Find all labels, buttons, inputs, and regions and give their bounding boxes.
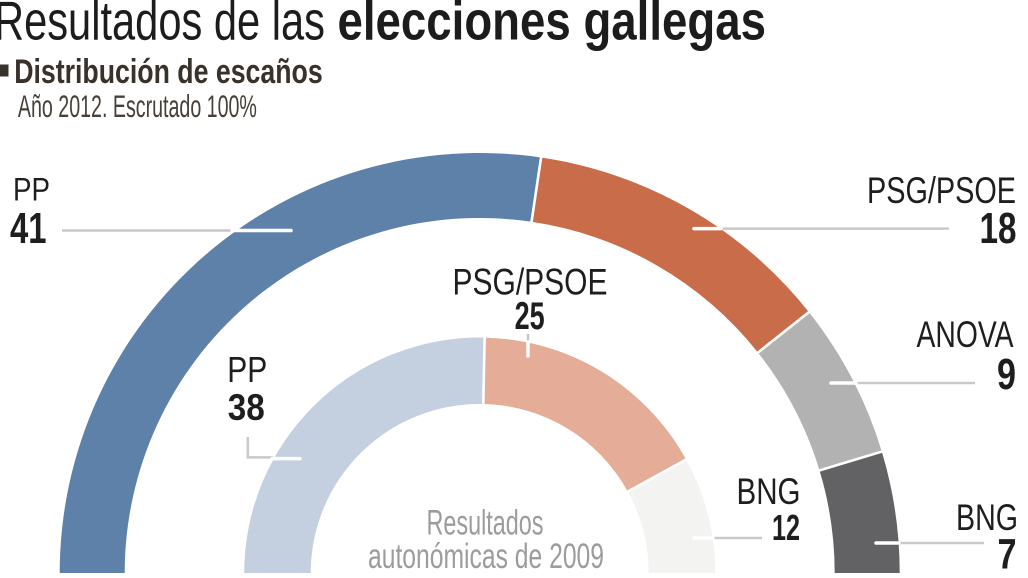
svg-text:18: 18 <box>980 204 1017 253</box>
svg-text:PSG/PSOE: PSG/PSOE <box>867 170 1016 211</box>
svg-text:elecciones gallegas: elecciones gallegas <box>338 0 767 52</box>
svg-text:Resultados de las: Resultados de las <box>0 0 325 52</box>
svg-text:12: 12 <box>772 507 800 548</box>
svg-text:PP: PP <box>227 349 267 390</box>
svg-text:autonómicas de 2009: autonómicas de 2009 <box>368 536 604 576</box>
svg-text:Año 2012. Escrutado 100%: Año 2012. Escrutado 100% <box>18 88 257 124</box>
svg-text:25: 25 <box>515 295 545 338</box>
svg-text:7: 7 <box>998 531 1017 578</box>
svg-text:Distribución de escaños: Distribución de escaños <box>14 53 323 91</box>
svg-text:BNG: BNG <box>737 471 801 512</box>
svg-text:ANOVA: ANOVA <box>917 314 1014 355</box>
svg-text:9: 9 <box>997 350 1016 399</box>
svg-text:Resultados: Resultados <box>427 502 544 542</box>
svg-text:PSG/PSOE: PSG/PSOE <box>453 262 608 303</box>
svg-text:38: 38 <box>228 386 265 428</box>
svg-text:PP: PP <box>13 171 50 207</box>
svg-text:41: 41 <box>10 204 47 253</box>
svg-text:BNG: BNG <box>956 497 1018 538</box>
